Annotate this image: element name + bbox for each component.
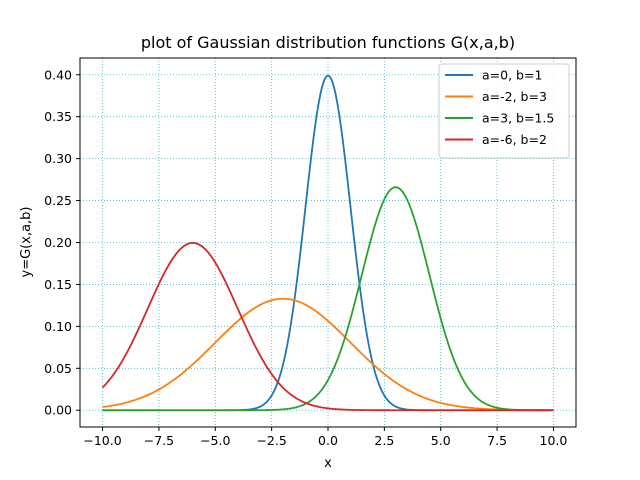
legend-label: a=0, b=1 [482,68,542,83]
x-tick-label: 7.5 [487,433,507,448]
x-axis-ticks: −10.0 −7.5 −5.0 −2.5 0.0 2.5 5.0 7.5 10.0 [83,427,567,448]
x-tick-label: −2.5 [256,433,286,448]
series-line [102,297,554,412]
legend-label: a=-2, b=3 [482,89,547,104]
y-tick-label: 0.25 [44,193,72,208]
y-axis-ticks: 0.00 0.05 0.10 0.15 0.20 0.25 0.30 0.35 0.40 [44,67,80,418]
x-tick-label: 5.0 [431,433,451,448]
legend-label: a=-6, b=2 [482,132,547,147]
y-tick-label: 0.40 [44,67,72,82]
y-tick-label: 0.30 [44,151,72,166]
series-line [101,242,554,412]
y-axis-label: y=G(x,a,b) [19,207,34,278]
x-tick-label: −5.0 [200,433,230,448]
legend-box [438,63,570,159]
legend-label: a=3, b=1.5 [482,111,554,126]
x-tick-label: −10.0 [83,433,121,448]
y-tick-label: 0.20 [44,235,72,250]
chart-title: plot of Gaussian distribution functions … [141,33,515,52]
legend: a=0, b=1 a=-2, b=3 a=3, b=1.5 a=-6, b=2 [438,63,570,159]
x-tick-label: 0.0 [318,433,338,448]
series-line [102,186,554,412]
y-tick-label: 0.10 [44,319,72,334]
series-lines [101,74,554,412]
x-tick-label: −7.5 [144,433,174,448]
y-tick-label: 0.15 [44,277,72,292]
x-tick-label: 10.0 [540,433,568,448]
y-tick-label: 0.05 [44,361,72,376]
y-tick-label: 0.35 [44,109,72,124]
x-tick-label: 2.5 [374,433,394,448]
x-axis-label: x [324,456,332,471]
y-tick-label: 0.00 [44,403,72,418]
